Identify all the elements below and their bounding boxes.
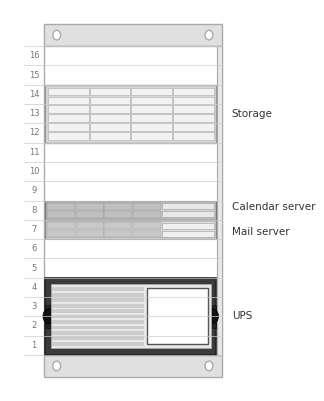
Text: 6: 6 <box>31 244 37 253</box>
Text: 4: 4 <box>31 283 37 292</box>
Bar <box>45 305 52 328</box>
Text: 9: 9 <box>31 186 37 195</box>
Bar <box>47 222 75 229</box>
Bar <box>52 326 144 330</box>
Bar <box>47 203 75 210</box>
Bar <box>47 202 215 218</box>
Bar <box>173 114 214 122</box>
Bar <box>52 336 144 340</box>
Bar <box>52 309 144 313</box>
Bar <box>89 105 130 113</box>
Bar <box>131 97 172 104</box>
Bar <box>133 211 161 218</box>
Bar <box>44 46 222 355</box>
Bar <box>173 123 214 131</box>
Text: Calendar server: Calendar server <box>232 202 315 212</box>
Bar <box>133 203 161 210</box>
Bar <box>48 105 88 113</box>
Bar <box>162 203 214 209</box>
Bar <box>75 203 103 210</box>
Bar <box>47 211 75 218</box>
Bar <box>75 211 103 218</box>
Bar <box>52 293 144 296</box>
Text: 11: 11 <box>29 148 39 157</box>
Bar <box>209 305 216 328</box>
Bar <box>75 222 103 229</box>
Bar <box>45 220 216 239</box>
Bar <box>48 97 88 104</box>
Bar <box>89 114 130 122</box>
Text: 7: 7 <box>31 225 37 234</box>
Bar <box>52 287 144 291</box>
Text: UPS: UPS <box>232 311 252 321</box>
Bar <box>45 85 216 143</box>
Text: 13: 13 <box>29 109 39 118</box>
Bar <box>48 88 88 95</box>
Bar <box>131 114 172 122</box>
Bar <box>162 223 214 229</box>
Text: 8: 8 <box>31 206 37 215</box>
Bar <box>52 304 144 308</box>
Text: 15: 15 <box>29 71 39 79</box>
Bar <box>173 97 214 104</box>
Bar <box>45 277 216 355</box>
Bar <box>104 203 132 210</box>
Bar <box>48 114 88 122</box>
Circle shape <box>205 30 213 40</box>
Bar <box>48 132 88 140</box>
Text: 14: 14 <box>29 90 39 99</box>
Circle shape <box>53 30 61 40</box>
Bar <box>52 342 144 346</box>
Bar <box>133 222 161 229</box>
Text: 3: 3 <box>31 302 37 311</box>
Bar <box>47 221 215 237</box>
Text: Mail server: Mail server <box>232 227 289 237</box>
Bar <box>44 24 222 46</box>
Bar <box>52 314 144 318</box>
Text: 2: 2 <box>31 322 37 330</box>
Bar <box>104 222 132 229</box>
Bar <box>45 200 216 220</box>
Bar <box>133 230 161 237</box>
Bar <box>162 231 214 237</box>
Bar <box>89 88 130 95</box>
Bar <box>52 320 144 324</box>
Circle shape <box>53 361 61 371</box>
Bar <box>104 230 132 237</box>
Circle shape <box>207 309 218 324</box>
Bar <box>131 105 172 113</box>
Text: 16: 16 <box>29 51 39 60</box>
Bar <box>162 211 214 217</box>
Bar <box>131 88 172 95</box>
Bar <box>52 331 144 335</box>
Circle shape <box>205 361 213 371</box>
Bar <box>131 132 172 140</box>
Bar <box>75 230 103 237</box>
Text: 1: 1 <box>31 341 37 350</box>
Bar <box>173 88 214 95</box>
Bar <box>47 230 75 237</box>
Text: 5: 5 <box>31 263 37 273</box>
Text: Storage: Storage <box>232 109 272 119</box>
Bar <box>89 123 130 131</box>
Bar <box>173 105 214 113</box>
Bar <box>44 355 222 377</box>
Bar <box>173 132 214 140</box>
Text: 12: 12 <box>29 128 39 138</box>
Bar <box>131 123 172 131</box>
Text: 10: 10 <box>29 167 39 176</box>
Bar <box>217 46 222 355</box>
Bar <box>147 288 208 344</box>
Circle shape <box>43 309 55 324</box>
Bar <box>52 298 144 302</box>
Bar <box>51 284 211 348</box>
Bar <box>48 123 88 131</box>
Bar <box>89 97 130 104</box>
Bar <box>89 132 130 140</box>
Bar <box>104 211 132 218</box>
